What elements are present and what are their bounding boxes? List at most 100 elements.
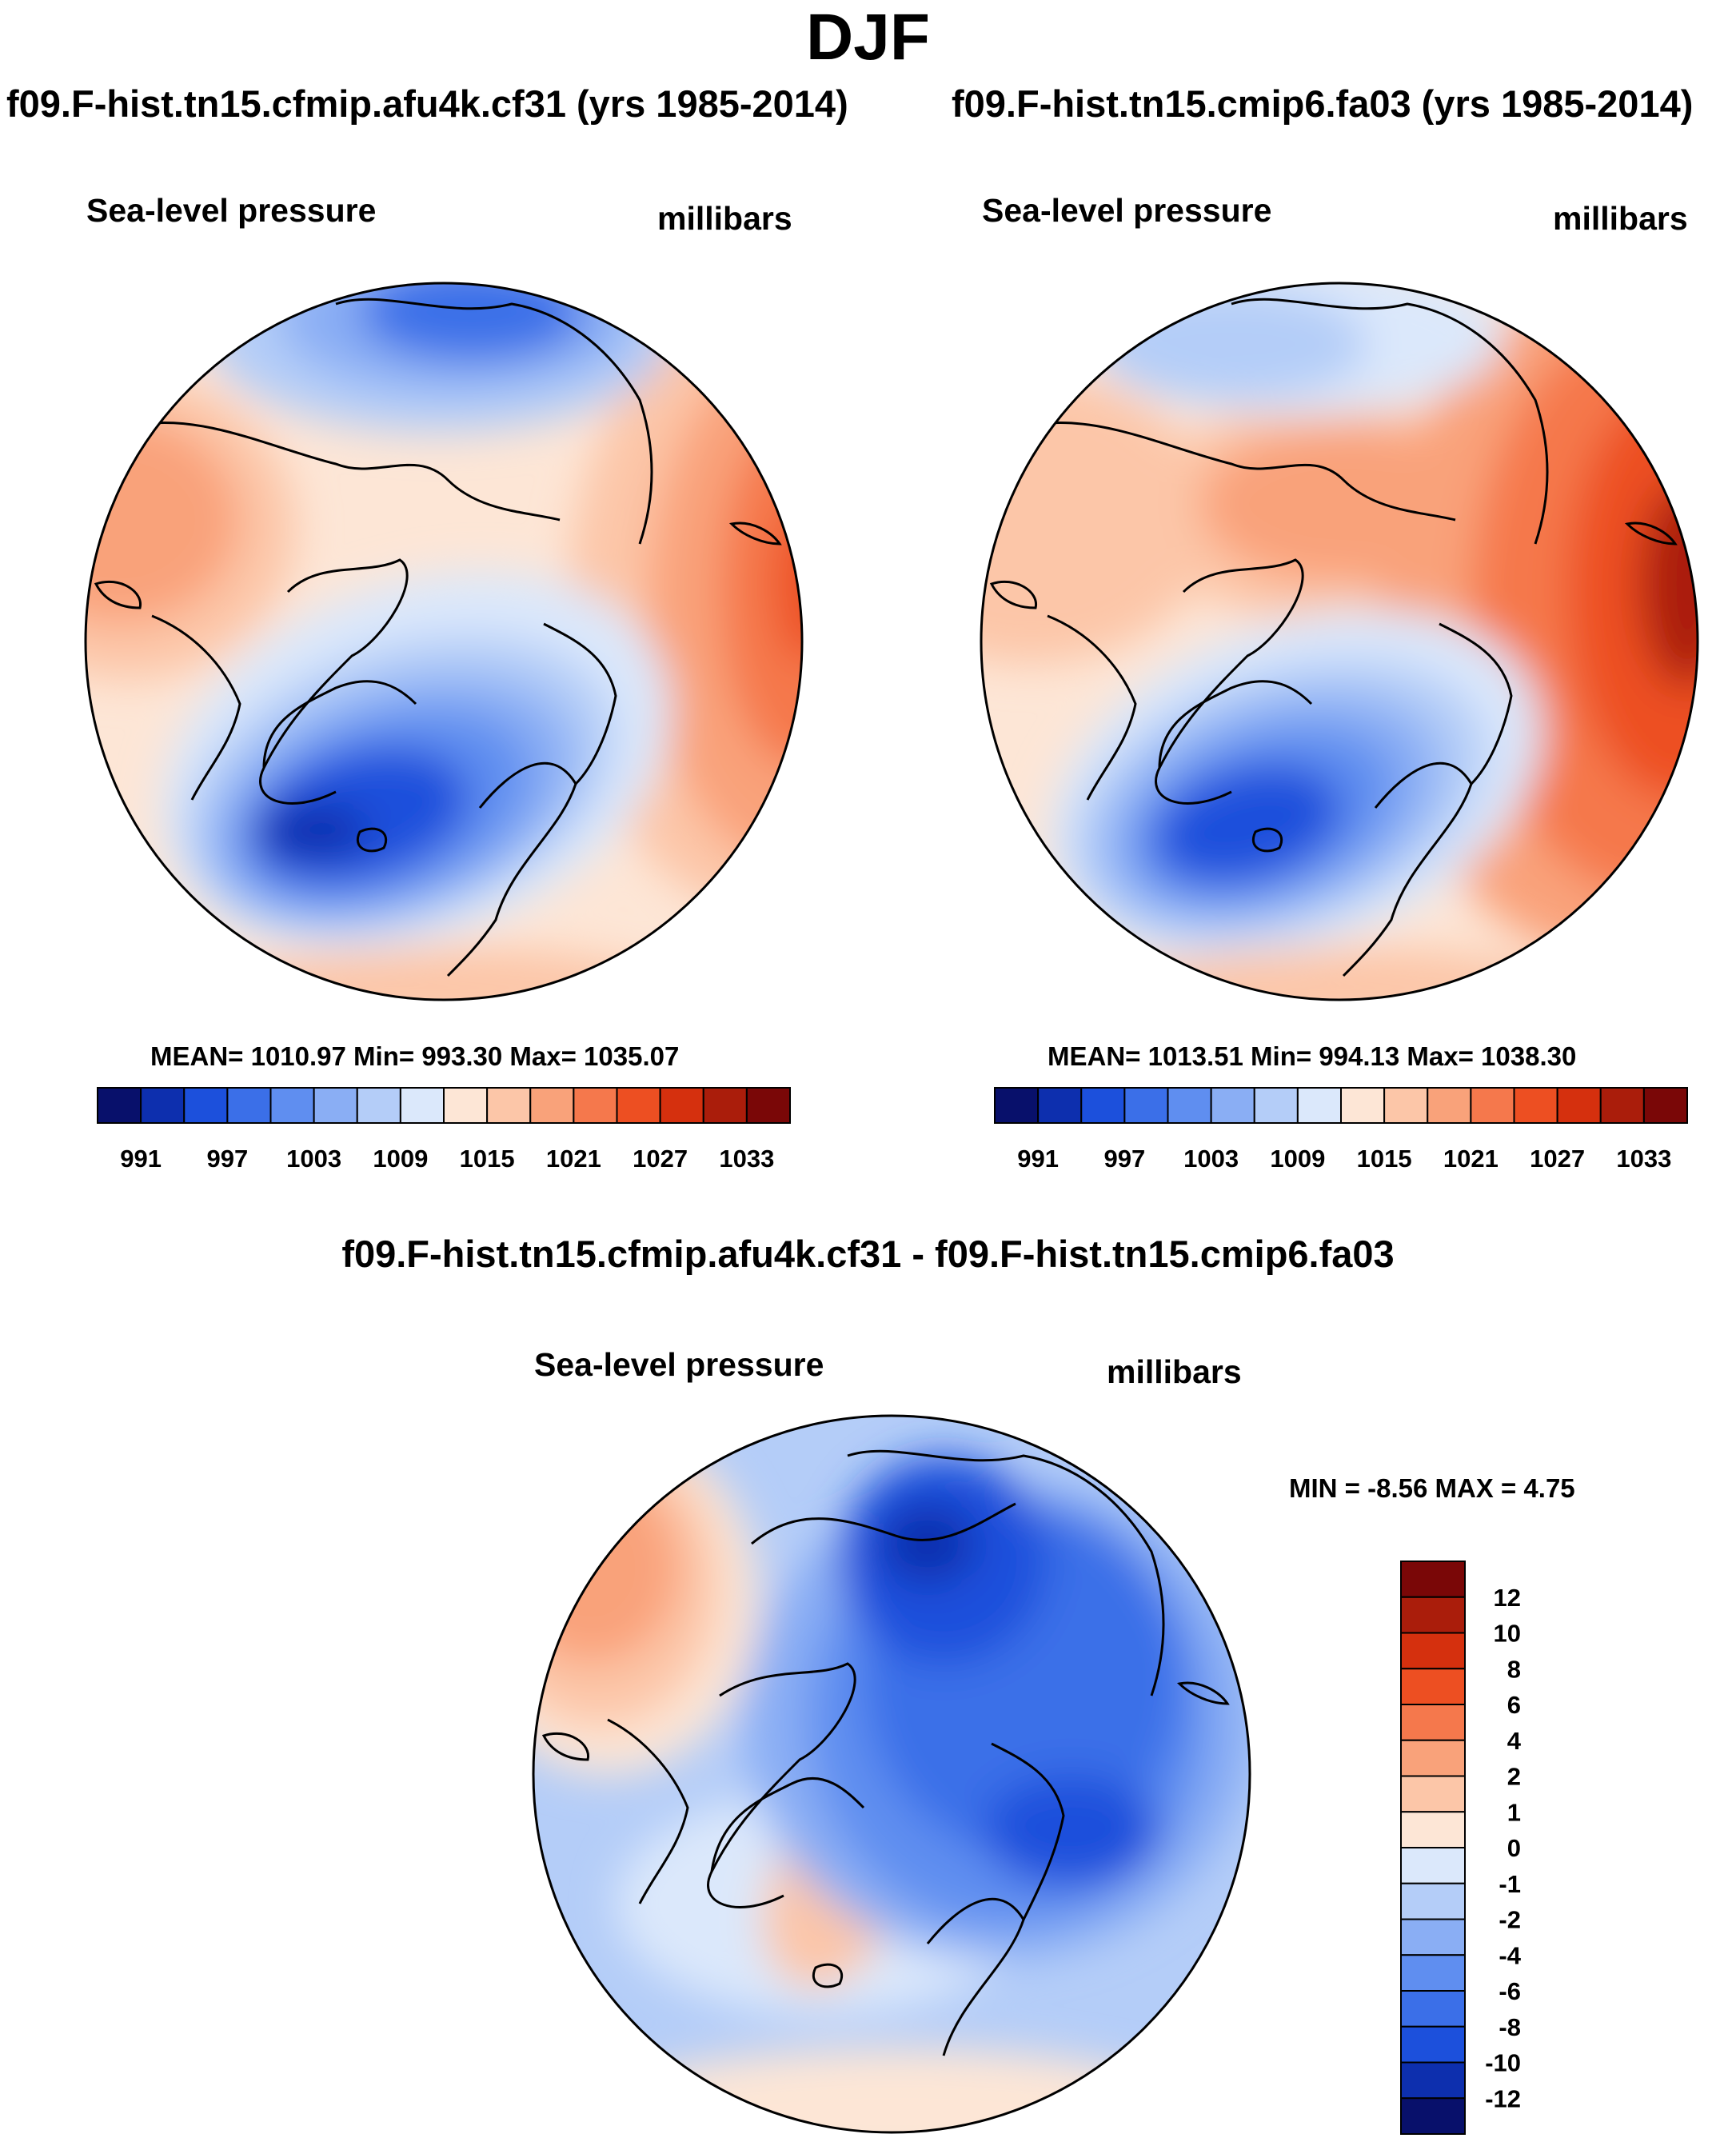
diff-colorbar-cell bbox=[1400, 1668, 1466, 1705]
left-polar-map bbox=[86, 283, 802, 1000]
diff-colorbar-tick-label: 6 bbox=[1507, 1691, 1521, 1719]
diff-colorbar-tick-label: 1 bbox=[1507, 1798, 1521, 1826]
left-colorbar-tick-label: 1009 bbox=[373, 1145, 428, 1173]
diff-colorbar-cell bbox=[1400, 2061, 1466, 2100]
right-stats: MEAN= 1013.51 Min= 994.13 Max= 1038.30 bbox=[1048, 1041, 1577, 1071]
diff-colorbar-cell bbox=[1400, 1882, 1466, 1920]
diff-colorbar-cell bbox=[1400, 2097, 1466, 2135]
right-colorbar: 991 997 1003 1009 1015 1021 1027 1033 bbox=[994, 1087, 1688, 1173]
diff-colorbar-cell bbox=[1400, 1704, 1466, 1741]
figure-title: DJF bbox=[806, 1, 930, 74]
right-colorbar-cell bbox=[1253, 1087, 1299, 1124]
left-colorbar-cell bbox=[226, 1087, 272, 1124]
diff-units-label: millibars bbox=[1107, 1353, 1242, 1390]
left-colorbar-cell bbox=[97, 1087, 142, 1124]
right-colorbar-cell bbox=[1123, 1087, 1169, 1124]
right-colorbar-tick-label: 1021 bbox=[1443, 1145, 1499, 1173]
diff-colorbar-cell bbox=[1400, 1775, 1466, 1813]
right-colorbar-tick-label: 1003 bbox=[1183, 1145, 1239, 1173]
difference-coastlines bbox=[541, 1449, 1230, 2056]
diff-colorbar-tick-label: -8 bbox=[1499, 2013, 1521, 2041]
diff-colorbar-tick-label: 10 bbox=[1494, 1620, 1521, 1648]
diff-colorbar-cell bbox=[1400, 1918, 1466, 1956]
diff-colorbar-cell bbox=[1400, 1811, 1466, 1848]
left-colorbar-cell bbox=[486, 1087, 532, 1124]
diff-colorbar-tick-label: -10 bbox=[1485, 2049, 1521, 2077]
difference-title: f09.F-hist.tn15.cfmip.afu4k.cf31 - f09.F… bbox=[341, 1233, 1395, 1275]
right-colorbar-cell bbox=[1167, 1087, 1212, 1124]
left-colorbar-cell bbox=[702, 1087, 748, 1124]
right-colorbar-cell bbox=[994, 1087, 1040, 1124]
diff-colorbar-cell bbox=[1400, 1739, 1466, 1777]
right-colorbar-cell bbox=[1556, 1087, 1602, 1124]
diff-colorbar-tick-label: -12 bbox=[1485, 2084, 1521, 2112]
left-map-border bbox=[84, 282, 804, 1001]
left-colorbar-tick-label: 1027 bbox=[633, 1145, 688, 1173]
left-stats: MEAN= 1010.97 Min= 993.30 Max= 1035.07 bbox=[150, 1041, 680, 1071]
right-colorbar-cell bbox=[1340, 1087, 1386, 1124]
diff-colorbar-tick-label: -4 bbox=[1499, 1941, 1521, 1969]
right-colorbar-cell bbox=[1470, 1087, 1515, 1124]
right-polar-map bbox=[981, 283, 1698, 1000]
right-colorbar-cell bbox=[1642, 1087, 1688, 1124]
diff-colorbar-tick-label: -2 bbox=[1499, 1906, 1521, 1934]
left-colorbar-cell bbox=[616, 1087, 661, 1124]
diff-colorbar-cell bbox=[1400, 2025, 1466, 2064]
left-colorbar-cell bbox=[399, 1087, 445, 1124]
right-colorbar-cell bbox=[1296, 1087, 1342, 1124]
right-colorbar-cell bbox=[1037, 1087, 1083, 1124]
right-colorbar-tick-label: 1009 bbox=[1270, 1145, 1325, 1173]
right-colorbar-tick-label: 991 bbox=[1017, 1145, 1059, 1173]
diff-colorbar-cell bbox=[1400, 1954, 1466, 1992]
right-colorbar-tick-label: 1015 bbox=[1357, 1145, 1412, 1173]
right-colorbar-cell bbox=[1427, 1087, 1472, 1124]
right-colorbar-tick-label: 997 bbox=[1104, 1145, 1146, 1173]
left-colorbar-tick-label: 1021 bbox=[546, 1145, 601, 1173]
left-colorbar-cell bbox=[356, 1087, 401, 1124]
left-colorbar-cell bbox=[313, 1087, 358, 1124]
right-pressure-field bbox=[981, 283, 1698, 1000]
left-colorbar-cell bbox=[745, 1087, 791, 1124]
diff-colorbar-tick-label: 2 bbox=[1507, 1763, 1521, 1791]
right-colorbar-cell bbox=[1383, 1087, 1429, 1124]
diff-colorbar-tick-label: -1 bbox=[1499, 1870, 1521, 1898]
diff-colorbar-tick-label: 0 bbox=[1507, 1834, 1521, 1862]
left-coastlines bbox=[94, 298, 782, 977]
left-colorbar-tick-label: 1003 bbox=[286, 1145, 341, 1173]
right-coastlines bbox=[989, 298, 1678, 977]
diff-colorbar-cell bbox=[1400, 1632, 1466, 1670]
right-units-label: millibars bbox=[1553, 200, 1688, 237]
left-experiment-title: f09.F-hist.tn15.cfmip.afu4k.cf31 (yrs 19… bbox=[6, 82, 848, 125]
left-colorbar-cell bbox=[659, 1087, 704, 1124]
right-colorbar-cell bbox=[1080, 1087, 1126, 1124]
right-map-border bbox=[980, 282, 1699, 1001]
left-colorbar-cell bbox=[269, 1087, 315, 1124]
left-colorbar-cell bbox=[140, 1087, 186, 1124]
right-colorbar-tick-label: 1033 bbox=[1616, 1145, 1671, 1173]
diff-colorbar-tick-label: 4 bbox=[1507, 1727, 1522, 1755]
left-colorbar-cell bbox=[183, 1087, 229, 1124]
left-units-label: millibars bbox=[657, 200, 792, 237]
diff-colorbar-cell bbox=[1400, 1990, 1466, 2028]
diff-colorbar-tick-label: 12 bbox=[1494, 1584, 1521, 1612]
right-colorbar-cell bbox=[1599, 1087, 1645, 1124]
left-colorbar-tick-label: 991 bbox=[120, 1145, 162, 1173]
diff-variable-label: Sea-level pressure bbox=[534, 1346, 824, 1383]
diff-stats: MIN = -8.56 MAX = 4.75 bbox=[1289, 1473, 1575, 1503]
diff-colorbar-cell bbox=[1400, 1847, 1466, 1884]
diff-colorbar-cell bbox=[1400, 1596, 1466, 1634]
right-colorbar-tick-label: 1027 bbox=[1530, 1145, 1585, 1173]
right-variable-label: Sea-level pressure bbox=[982, 192, 1272, 229]
left-variable-label: Sea-level pressure bbox=[86, 192, 377, 229]
left-pressure-field bbox=[86, 283, 802, 1000]
left-colorbar-tick-label: 1015 bbox=[460, 1145, 515, 1173]
diff-map-border bbox=[532, 1414, 1251, 2134]
diff-colorbar-tick-label: 8 bbox=[1507, 1655, 1521, 1683]
diff-colorbar-cell bbox=[1400, 1561, 1466, 1598]
left-colorbar-tick-label: 1033 bbox=[719, 1145, 774, 1173]
right-colorbar-cell bbox=[1210, 1087, 1255, 1124]
right-experiment-title: f09.F-hist.tn15.cmip6.fa03 (yrs 1985-201… bbox=[952, 82, 1694, 125]
left-colorbar-cell bbox=[443, 1087, 489, 1124]
